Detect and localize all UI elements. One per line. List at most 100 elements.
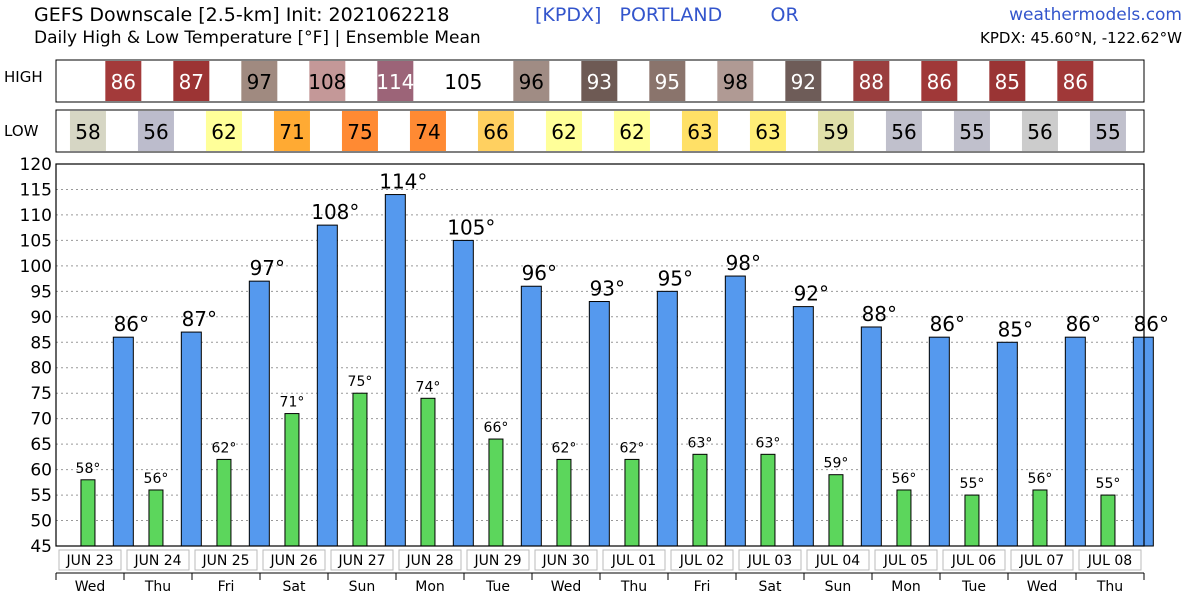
high-temp-bar: [996, 341, 1018, 547]
low-row-value: 74: [415, 120, 440, 144]
y-tick-label: 45: [30, 537, 52, 557]
high-row-value: 93: [587, 70, 612, 94]
low-row-cell: [681, 111, 718, 151]
low-temp-label: 63°: [756, 435, 781, 451]
high-row-cell: [649, 61, 686, 101]
date-box: [194, 549, 258, 571]
y-tick-label: 70: [30, 410, 52, 430]
low-temp-bar: [352, 392, 368, 547]
weekday-label: Thu: [1096, 579, 1123, 595]
low-row-cell: [1021, 111, 1058, 151]
weekday-label: Sat: [283, 579, 306, 595]
low-row-cell: [341, 111, 378, 151]
date-box: [58, 549, 122, 571]
low-row-cell: [1089, 111, 1126, 151]
high-temp-bar: [860, 326, 882, 547]
high-row-cell: [853, 61, 890, 101]
date-box: [738, 549, 802, 571]
station-name: PORTLAND: [619, 4, 723, 26]
low-row-value: 56: [891, 120, 916, 144]
high-row-value: 98: [723, 70, 748, 94]
high-temp-bar: [520, 285, 542, 547]
site-link[interactable]: weathermodels.com: [1009, 5, 1182, 25]
high-temp-label: 97°: [250, 256, 285, 280]
high-temp-label: 86°: [1066, 312, 1101, 336]
date-box: [262, 549, 326, 571]
high-row-value: 108: [308, 70, 346, 94]
low-row-cell: [205, 111, 242, 151]
date-box: [466, 549, 530, 571]
station-coords: KPDX: 45.60°N, -122.62°W: [980, 29, 1182, 47]
y-tick-label: 115: [20, 180, 52, 200]
low-temp-bar: [964, 494, 980, 547]
low-row-value: 62: [619, 120, 644, 144]
high-row-value: 85: [995, 70, 1020, 94]
low-temp-bar: [284, 413, 300, 547]
chart-title: GEFS Downscale [2.5-km] Init: 2021062218: [34, 4, 450, 26]
low-row-value: 75: [347, 120, 372, 144]
low-row-value: 55: [959, 120, 984, 144]
high-temp-label: 108°: [311, 200, 359, 224]
date-box: [602, 549, 666, 571]
weekday-label: Tue: [485, 579, 510, 595]
high-row-cell: [105, 61, 142, 101]
high-temp-label: 92°: [794, 282, 829, 306]
low-row-label: LOW: [4, 122, 39, 140]
high-row-value: 95: [655, 70, 680, 94]
high-temp-bar: [1132, 336, 1154, 547]
low-row-value: 55: [1095, 120, 1120, 144]
y-tick-label: 60: [30, 461, 52, 481]
high-row-cell: [581, 61, 618, 101]
low-temp-bar: [148, 489, 164, 547]
high-row-cell: [989, 61, 1026, 101]
high-temp-bar: [180, 331, 202, 547]
date-label: JUL 07: [1019, 553, 1064, 569]
low-temp-label: 71°: [280, 395, 305, 411]
weekday-label: Sat: [759, 579, 782, 595]
low-row-value: 66: [483, 120, 508, 144]
weekday-label: Wed: [75, 579, 106, 595]
chart-subtitle: Daily High & Low Temperature [°F] | Ense…: [34, 28, 481, 48]
y-tick-label: 105: [20, 231, 52, 251]
low-temp-label: 55°: [960, 476, 985, 492]
low-row-value: 62: [211, 120, 236, 144]
weekday-label: Fri: [694, 579, 711, 595]
low-temp-label: 63°: [688, 435, 713, 451]
date-label: JUN 23: [65, 553, 113, 569]
high-temp-label: 98°: [726, 251, 761, 275]
high-row-value: 105: [444, 70, 482, 94]
date-box: [534, 549, 598, 571]
date-label: JUN 24: [133, 553, 181, 569]
high-row-cell: [921, 61, 958, 101]
weekday-label: Tue: [961, 579, 986, 595]
low-row-value: 56: [1027, 120, 1052, 144]
high-row-value: 87: [179, 70, 204, 94]
high-row-cell: [785, 61, 822, 101]
date-box: [806, 549, 870, 571]
low-row-cell: [817, 111, 854, 151]
y-tick-label: 80: [30, 359, 52, 379]
high-temp-label: 86°: [930, 312, 965, 336]
low-temp-label: 62°: [552, 440, 577, 456]
low-row-value: 56: [143, 120, 168, 144]
high-row-cell: [241, 61, 278, 101]
low-row-value: 58: [75, 120, 100, 144]
date-label: JUN 30: [541, 553, 589, 569]
date-box: [1078, 549, 1142, 571]
date-box: [942, 549, 1006, 571]
low-temp-bar: [1100, 494, 1116, 547]
high-temp-bar: [1064, 336, 1086, 547]
high-temp-bar: [112, 336, 134, 547]
low-row-cell: [749, 111, 786, 151]
date-box: [330, 549, 394, 571]
date-box: [670, 549, 734, 571]
high-temp-label: 87°: [182, 307, 217, 331]
date-box: [874, 549, 938, 571]
low-row-cell: [409, 111, 446, 151]
date-label: JUN 26: [269, 553, 317, 569]
date-box: [398, 549, 462, 571]
high-temp-label: 95°: [658, 266, 693, 290]
low-temp-bar: [216, 458, 232, 547]
high-row-value: 92: [791, 70, 816, 94]
weekday-label: Sun: [349, 579, 376, 595]
